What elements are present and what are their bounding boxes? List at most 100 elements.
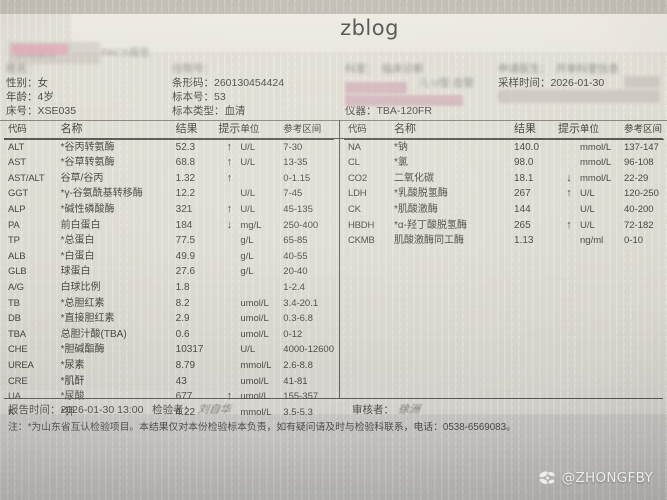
cell-result: 77.5 [175, 235, 196, 247]
cell-ref: 22-29 [624, 172, 649, 184]
cell-code: ALT [8, 141, 25, 153]
cell-name: *氯 [394, 157, 408, 169]
tab-pacs-report[interactable]: PACS报告 [101, 47, 150, 59]
cell-name: 白球比例 [60, 281, 101, 293]
col-ref: 参考区间 [283, 124, 322, 135]
cell-code: UA [8, 391, 21, 403]
cell-code: CO2 [348, 172, 367, 184]
verifier-label: 审核者： [352, 404, 394, 416]
cell-unit: U/L [580, 219, 595, 231]
cell-result: 2.9 [175, 313, 190, 325]
cell-flag [558, 233, 580, 249]
cell-ref: 72-182 [624, 219, 654, 231]
patient-gender: 性别：女 [6, 77, 48, 89]
cell-ref: 40-200 [624, 203, 654, 215]
cell-code: UREA [8, 359, 34, 371]
cell-name: *钾 [60, 406, 75, 418]
cell-name: *谷丙转氨酶 [60, 141, 115, 153]
barcode-value: 260130454424 [214, 77, 285, 89]
col-ref: 参考区间 [624, 124, 663, 135]
cell-ref: 45-135 [283, 203, 313, 215]
col-flag: 提示 [218, 123, 241, 135]
table-row: LDH *乳酸脱氢酶 267 ↑ U/L 120-250 [344, 186, 664, 202]
cell-result: 8.79 [175, 359, 196, 371]
cell-result: 8.2 [175, 297, 190, 309]
cell-unit: U/L [580, 188, 595, 200]
cell-result: 52.3 [175, 141, 196, 153]
specimen-type-value: 血清 [224, 105, 246, 117]
cell-code: TB [8, 297, 20, 309]
cell-name: *钠 [394, 141, 408, 153]
cell-unit: ng/ml [580, 235, 604, 247]
cell-code: CKMB [348, 235, 375, 247]
cell-ref: 1-2.4 [283, 281, 305, 293]
cell-name: *α-羟丁酸脱氢酶 [394, 219, 468, 231]
col-unit: 单位 [580, 124, 600, 135]
cell-result: 10317 [175, 344, 204, 356]
col-name: 名称 [60, 123, 83, 135]
collect-time: 采样时间：2026-01-30 [498, 77, 605, 89]
cell-result: 49.9 [175, 250, 196, 262]
cell-flag [218, 264, 240, 280]
cell-flag [218, 311, 240, 327]
cell-flag [218, 374, 240, 390]
cell-code: CK [348, 203, 361, 215]
cell-flag [218, 233, 240, 249]
app-banner: zblog [72, 14, 667, 52]
table-row: TP *总蛋白 77.5 g/L 65-85 [4, 233, 334, 249]
collect-time-value: 2026-01-30 [550, 77, 605, 89]
table-row: CO2 二氧化碳 18.1 ↓ mmol/L 22-29 [344, 171, 664, 187]
cell-result: 265 [514, 219, 531, 231]
instrument: 仪器：TBA-120FR [345, 105, 432, 117]
specimen-number: 标本号：53 [172, 91, 226, 103]
results-table-left: 代码 名称 结果 提示 单位 参考区间 ALT *谷丙转氨酶 52.3 ↑ U/L 7-3… [4, 122, 334, 420]
table-row: A/G 白球比例 1.8 1-2.4 [4, 280, 334, 296]
cell-unit: mmol/L [240, 406, 272, 418]
cell-unit: mmol/L [240, 359, 272, 371]
tester-signature: 刘自华 [197, 403, 233, 416]
cell-ref: 7-45 [283, 188, 303, 200]
cell-code: GLB [8, 266, 27, 278]
results-left-body: ALT *谷丙转氨酶 52.3 ↑ U/L 7-30 AST *谷草转氨酶 68.8 ↑ U/L 13… [4, 139, 334, 420]
table-header-row: 代码 名称 结果 提示 单位 参考区间 [4, 122, 334, 140]
cell-code: A/G [8, 281, 24, 293]
cell-name: 肌酸激酶同工酶 [394, 235, 464, 247]
verifier-signature: 徐洲 [397, 403, 421, 416]
table-row: CKMB 肌酸激酶同工酶 1.13 ng/ml 0-10 [344, 233, 664, 249]
tester-label: 检验者： [152, 404, 195, 416]
col-unit: 单位 [240, 124, 260, 135]
table-header-rule [4, 138, 663, 140]
cell-unit: U/L [240, 344, 256, 356]
cell-ref: 4000-12600 [283, 344, 334, 356]
verifier-block: 审核者： 徐洲 [352, 401, 421, 417]
redaction-block-collect-tail [624, 76, 660, 88]
instrument-label: 仪器 [345, 105, 366, 117]
patient-id: 住院号： [172, 63, 241, 75]
cell-flag [558, 139, 580, 155]
table-row: ALB *白蛋白 49.9 g/L 40-55 [4, 249, 334, 265]
cell-unit: mmol/L [580, 157, 612, 169]
table-row: ALT *谷丙转氨酶 52.3 ↑ U/L 7-30 [4, 139, 334, 155]
cell-name: *总蛋白 [60, 235, 95, 247]
collect-time-label: 采样时间 [498, 77, 540, 89]
col-code: 代码 [348, 124, 367, 135]
cell-result: 321 [175, 203, 193, 215]
cell-flag: ↓ [226, 218, 233, 231]
cell-ref: 0-1.15 [283, 172, 311, 184]
table-row: TBA 总胆汁酸(TBA) 0.6 umol/L 0-12 [4, 327, 334, 343]
diagnosis: 儿 U型 血管 [345, 77, 474, 89]
redaction-block-diagnosis [345, 95, 463, 106]
cell-name: *谷草转氨酶 [60, 157, 115, 169]
cell-code: TBA [8, 328, 26, 340]
cell-flag [218, 342, 240, 358]
col-code: 代码 [8, 124, 27, 135]
table-bottom-rule [4, 398, 663, 400]
cell-unit: umol/L [240, 297, 269, 309]
cell-name: *尿素 [60, 359, 85, 371]
patient-gender-label: 性别 [6, 77, 27, 89]
patient-age-value: 4岁 [37, 91, 54, 103]
cell-result: 4.22 [175, 406, 196, 418]
cell-code: HBDH [348, 219, 375, 231]
report-footer-line: 报告时间：2026-01-30 13:00 检验者： 刘自华 [8, 401, 233, 417]
cell-result: 0.6 [175, 328, 190, 340]
